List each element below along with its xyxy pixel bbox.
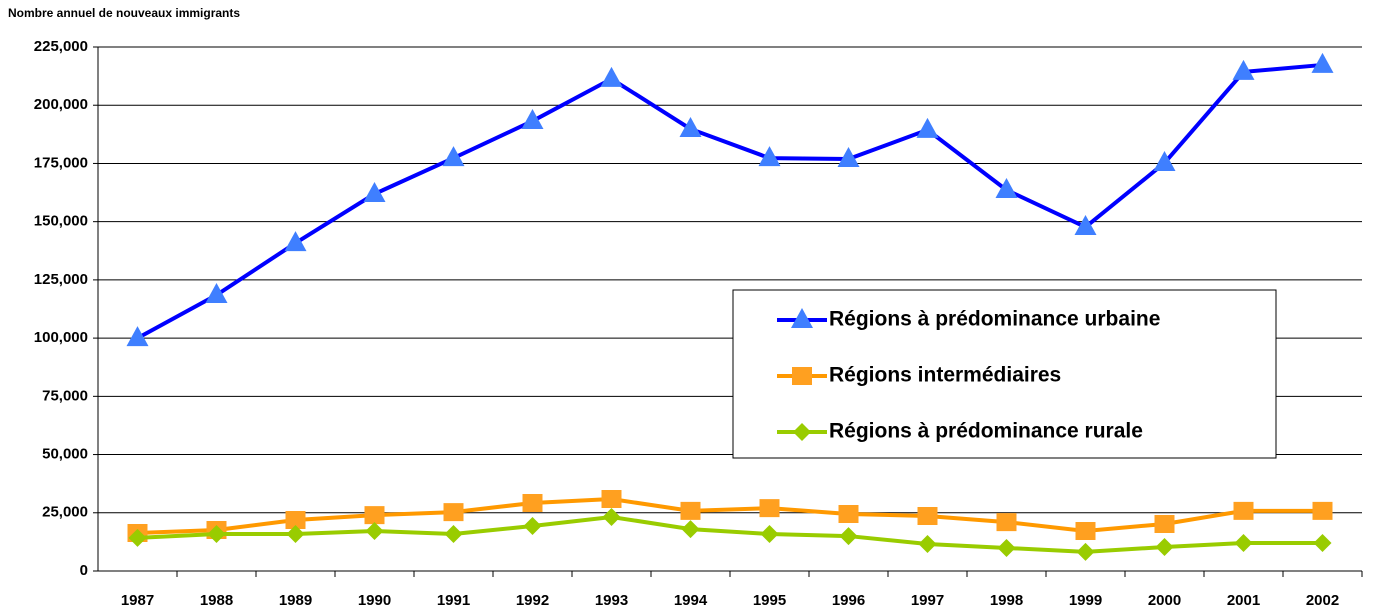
x-tick-label: 1995 [753,592,786,609]
marker [791,308,813,328]
marker [205,283,228,304]
y-axis-title: Nombre annuel de nouveaux immigrants [8,6,240,20]
marker [838,504,859,523]
marker [1154,514,1175,533]
legend-label: Régions à prédominance rurale [829,420,1143,443]
marker [1234,534,1253,553]
x-tick-label: 1997 [911,592,944,609]
marker [1153,150,1176,171]
y-tick-label: 25,000 [42,504,88,521]
marker [758,146,781,167]
marker [839,527,858,546]
line [137,497,1323,536]
marker [1311,52,1334,73]
x-tick-label: 2001 [1227,592,1260,609]
marker [1076,542,1095,561]
marker [444,524,463,543]
marker [521,109,544,130]
marker [1074,215,1097,236]
x-tick-label: 1987 [121,592,154,609]
y-tick-label: 75,000 [42,387,88,404]
x-tick-label: 1988 [200,592,233,609]
y-tick-label: 175,000 [34,154,88,171]
marker [365,521,384,540]
marker [995,177,1018,198]
marker [1313,534,1332,553]
line [136,62,1323,340]
marker [681,520,700,539]
marker [364,506,385,525]
marker [522,493,543,512]
marker [442,146,465,167]
marker [997,538,1016,557]
marker [1232,59,1255,80]
marker [128,528,147,547]
marker [285,510,306,529]
marker [759,499,780,518]
marker [601,490,622,509]
x-tick-label: 1992 [516,592,549,609]
marker [126,326,149,347]
x-tick-label: 1994 [674,592,708,609]
marker [792,367,812,385]
marker [793,423,811,441]
x-tick-label: 1996 [832,592,865,609]
marker [286,524,305,543]
marker [284,231,307,252]
marker [917,507,938,526]
y-tick-label: 200,000 [34,96,88,113]
marker [363,181,386,202]
y-tick-label: 125,000 [34,271,88,288]
marker [1312,501,1333,520]
y-tick-label: 150,000 [34,213,88,230]
x-tick-label: 1990 [358,592,391,609]
x-tick-label: 1989 [279,592,312,609]
x-tick-label: 1998 [990,592,1023,609]
marker [760,524,779,543]
line [137,514,1323,554]
marker [680,501,701,520]
marker [600,66,623,87]
marker [918,534,937,553]
x-tick-label: 1993 [595,592,628,609]
y-tick-label: 0 [80,562,88,579]
y-tick-label: 50,000 [42,446,88,463]
x-tick-label: 2000 [1148,592,1181,609]
marker [996,513,1017,532]
y-tick-label: 225,000 [34,38,88,55]
x-tick-label: 1999 [1069,592,1102,609]
marker [1075,521,1096,540]
marker [1155,538,1174,557]
marker [916,117,939,138]
x-tick-label: 1991 [437,592,470,609]
legend-label: Régions intermédiaires [829,364,1061,387]
x-tick-label: 2002 [1306,592,1339,609]
marker [602,507,621,526]
y-tick-label: 100,000 [34,329,88,346]
marker [679,116,702,137]
marker [837,147,860,168]
legend-label: Régions à prédominance urbaine [829,308,1160,331]
marker [523,517,542,536]
marker [1233,501,1254,520]
marker [207,524,226,543]
marker [443,503,464,522]
